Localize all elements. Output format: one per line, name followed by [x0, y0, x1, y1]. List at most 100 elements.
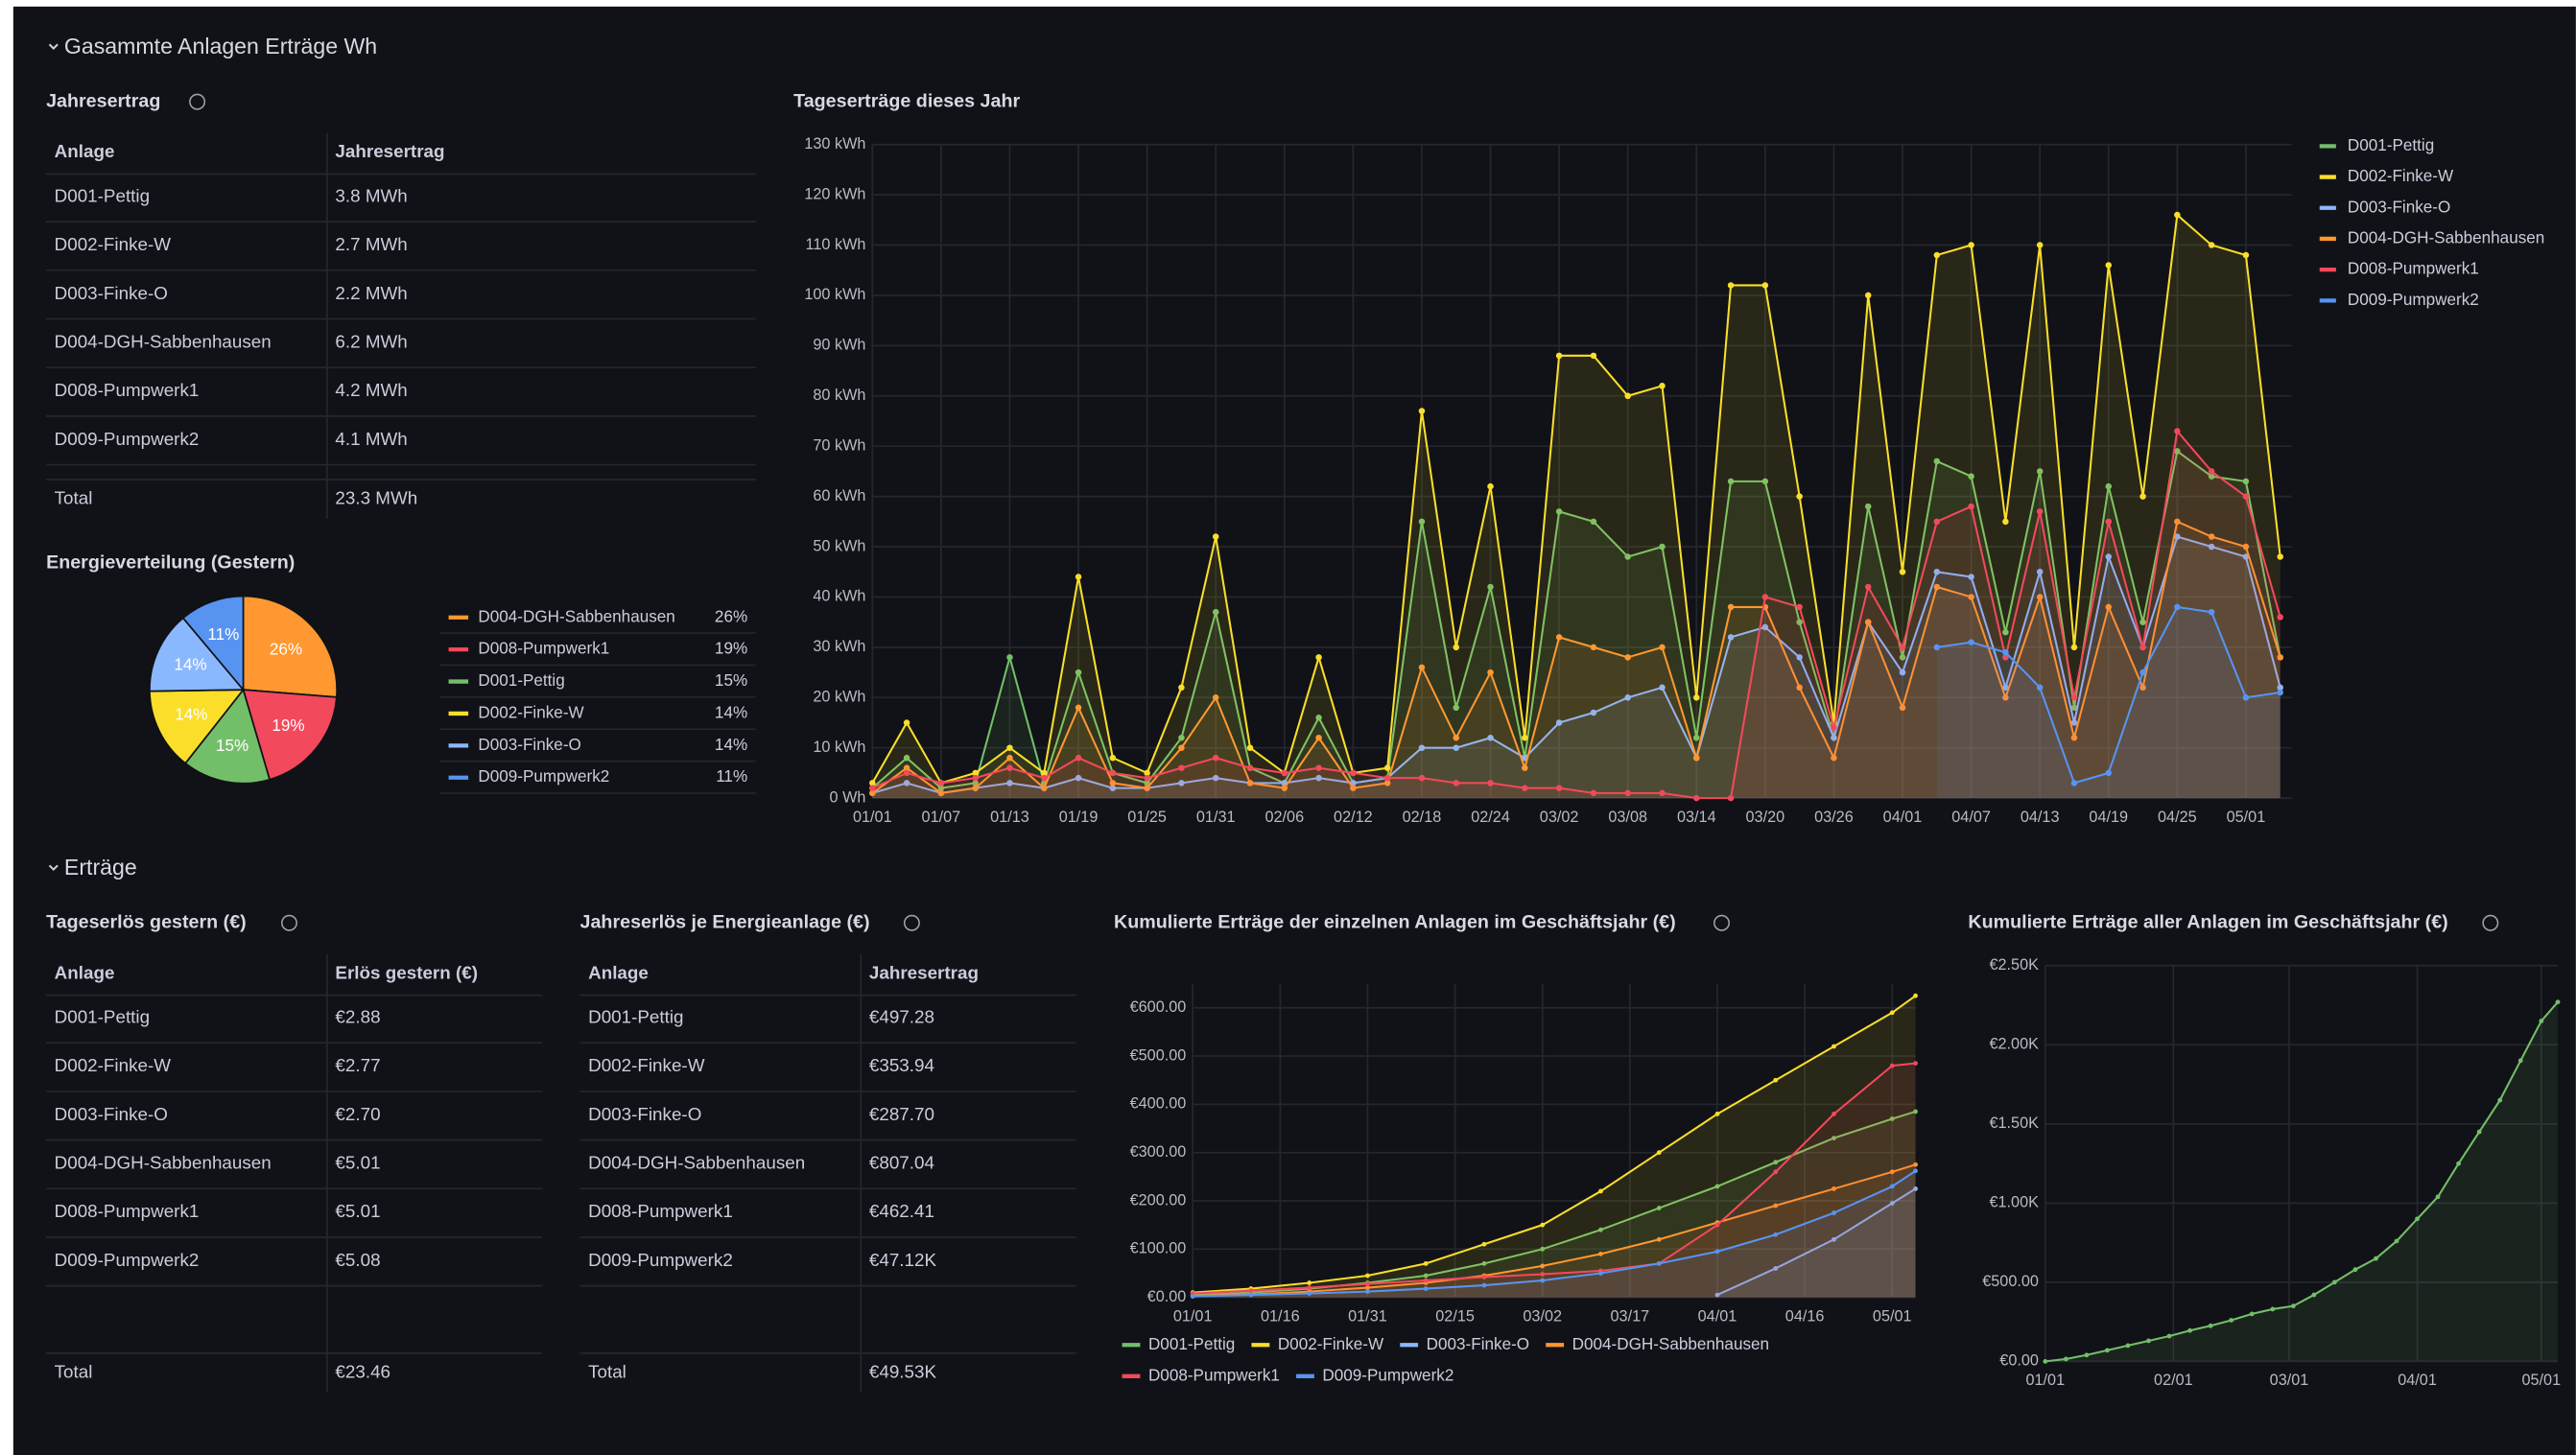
data-point [1178, 734, 1185, 741]
data-point [1248, 1288, 1254, 1293]
legend-value: 15% [715, 671, 747, 690]
series-area [1193, 1111, 1916, 1298]
data-point [2242, 493, 2250, 500]
info-icon[interactable] [189, 93, 206, 110]
data-point [2277, 553, 2283, 560]
y-tick-label: 110 kWh [806, 236, 866, 253]
data-point [1481, 1241, 1487, 1247]
data-point [1889, 1169, 1895, 1175]
data-point [1246, 764, 1254, 771]
info-icon[interactable] [281, 914, 297, 931]
data-point [972, 785, 979, 791]
data-point [903, 769, 910, 777]
x-tick-label: 02/24 [1471, 809, 1510, 826]
data-point [1727, 794, 1735, 802]
row-chevron[interactable] [48, 43, 59, 50]
data-point [1933, 568, 1941, 575]
data-point [1598, 1227, 1603, 1232]
data-point [1831, 724, 1837, 731]
series-line [871, 449, 2281, 789]
data-point [1555, 508, 1563, 515]
table-cell: €5.01 [335, 1201, 380, 1221]
table-cell: D001-Pettig [55, 1007, 150, 1027]
data-point [869, 789, 876, 797]
data-point [1144, 769, 1150, 777]
data-point [1178, 780, 1185, 786]
series-line [1193, 1169, 1917, 1298]
x-tick-label: 01/01 [2025, 1372, 2065, 1389]
y-tick-label: 80 kWh [813, 387, 865, 404]
data-point [1773, 1266, 1779, 1271]
data-point [1913, 993, 1918, 998]
x-tick-label: 04/16 [1785, 1307, 1825, 1325]
x-tick-label: 04/13 [2021, 809, 2060, 826]
pie-slice [149, 689, 246, 765]
data-point [1773, 1169, 1779, 1175]
data-point [937, 780, 945, 786]
data-point [2105, 482, 2113, 490]
data-point [1968, 503, 1974, 510]
info-icon[interactable] [903, 914, 920, 931]
row-title[interactable]: Erträge [64, 855, 137, 880]
info-icons [189, 93, 2499, 931]
data-point [1624, 392, 1631, 400]
data-point [2456, 1161, 2462, 1166]
legend-label: D008-Pumpwerk1 [1148, 1366, 1280, 1384]
slice-label: 15% [216, 737, 248, 755]
data-point [1832, 1210, 1836, 1215]
data-point [1453, 734, 1460, 741]
row-title[interactable]: Gasammte Anlagen Erträge Wh [64, 34, 377, 59]
y-tick-label: €300.00 [1130, 1143, 1187, 1161]
table-cell: D009-Pumpwerk2 [588, 1250, 733, 1270]
x-tick-label: 01/01 [853, 809, 892, 826]
row-chevron[interactable] [48, 864, 59, 872]
data-point [2139, 644, 2146, 651]
data-point [2166, 1333, 2172, 1339]
data-point [2139, 493, 2146, 500]
data-point [1540, 1246, 1546, 1252]
data-point [869, 780, 876, 786]
data-point [1693, 754, 1700, 762]
data-point [2036, 568, 2044, 575]
data-point [1714, 1112, 1720, 1116]
data-point [1590, 352, 1597, 360]
data-point [1761, 478, 1769, 485]
data-point [1659, 383, 1666, 389]
x-tick-label: 04/25 [2158, 809, 2197, 826]
data-point [1831, 754, 1837, 762]
data-point [1889, 1201, 1895, 1206]
data-point [1889, 1063, 1895, 1068]
legend-value: 14% [715, 736, 747, 754]
x-tick-label: 03/17 [1611, 1307, 1650, 1325]
data-point [903, 764, 910, 771]
data-point [1773, 1077, 1779, 1083]
data-point [2539, 1019, 2544, 1023]
table-total: €23.46 [335, 1361, 390, 1381]
data-point [2242, 694, 2250, 701]
y-tick-label: €500.00 [1982, 1273, 2039, 1290]
data-point [1041, 769, 1048, 777]
info-icon[interactable] [1713, 914, 1730, 931]
y-tick-label: 50 kWh [813, 537, 865, 554]
x-tick-label: 05/01 [2227, 809, 2266, 826]
data-point [1555, 719, 1563, 726]
data-point [1522, 764, 1528, 771]
series-area [872, 536, 2281, 799]
data-point [2070, 694, 2078, 701]
data-point [2105, 769, 2113, 777]
data-point [1315, 654, 1322, 661]
data-point [2242, 251, 2250, 259]
data-point [1899, 669, 1906, 676]
data-point [1968, 594, 1974, 600]
table-cell: €2.77 [335, 1055, 380, 1075]
data-point [1933, 518, 1941, 526]
data-point [1590, 518, 1597, 526]
slice-label: 14% [175, 706, 207, 724]
legend-label: D004-DGH-Sabbenhausen [2348, 228, 2544, 246]
x-tick-label: 03/20 [1746, 809, 1785, 826]
data-point [2036, 468, 2044, 475]
data-point [1365, 1273, 1370, 1279]
data-point [1796, 493, 1803, 500]
y-tick-label: 30 kWh [813, 638, 865, 655]
info-icon[interactable] [2482, 914, 2499, 931]
